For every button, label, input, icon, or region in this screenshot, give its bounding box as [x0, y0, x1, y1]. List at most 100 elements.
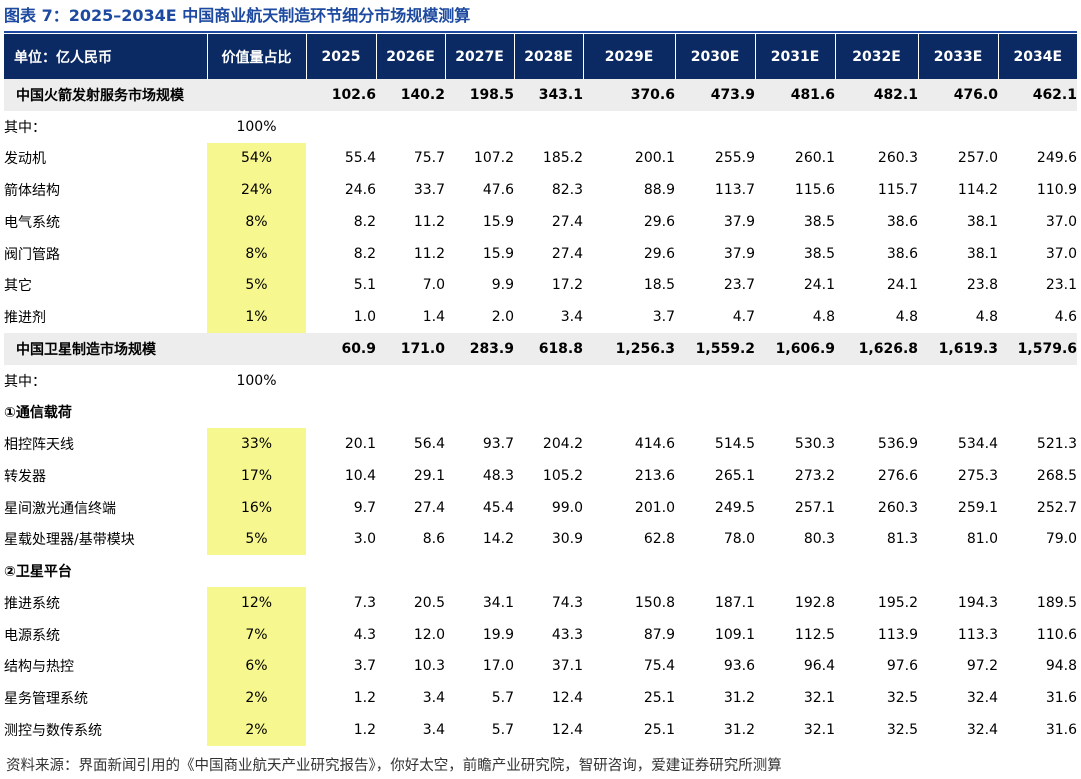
total-row: 中国卫星制造市场规模 60.9 171.0 283.9 618.8 1,256.3 1,55…: [4, 333, 1077, 365]
value-cell: 17.0: [482, 658, 514, 675]
value-cell: 31.6: [1045, 721, 1077, 738]
source-note: 资料来源：界面新闻引用的《中国商业航天产业研究报告》，你好太空，前瞻产业研究院，…: [6, 758, 782, 774]
value-cell: [918, 365, 998, 397]
unit-header: 单位：亿人民币: [4, 34, 207, 79]
value-cell: 192.8: [794, 594, 835, 611]
value-cell: [835, 111, 918, 143]
value-cell: 113.7: [714, 182, 755, 199]
value-cell: [445, 365, 514, 397]
value-cell: 343.1: [514, 79, 583, 111]
value-cell: [918, 111, 998, 143]
value-cell: 3.0: [353, 531, 376, 548]
value-cell: [998, 555, 1077, 587]
total-row: 中国火箭发射服务市场规模 102.6 140.2 198.5 343.1 370.6 473…: [4, 79, 1077, 111]
value-cell: 7.3: [353, 594, 376, 611]
value-cell: 8.2: [353, 245, 376, 262]
section-row: ①通信载荷: [4, 397, 1077, 429]
value-cell: 32.4: [966, 721, 998, 738]
share-cell: [207, 79, 306, 111]
value-cell: 37.9: [723, 245, 755, 262]
value-cell: 31.2: [723, 690, 755, 707]
value-cell: [755, 365, 835, 397]
value-cell: 110.6: [1036, 626, 1077, 643]
value-cell: 81.0: [966, 531, 998, 548]
value-cell: [445, 111, 514, 143]
value-cell: 12.4: [551, 690, 583, 707]
row-label: 中国卫星制造市场规模: [4, 333, 207, 365]
value-cell: [998, 397, 1077, 429]
value-cell: 113.3: [957, 626, 998, 643]
value-cell: 276.6: [877, 467, 918, 484]
value-cell: 45.4: [482, 499, 514, 516]
value-cell: [445, 555, 514, 587]
value-cell: [918, 555, 998, 587]
value-cell: 4.8: [812, 309, 835, 326]
share-cell: 2%: [207, 714, 306, 746]
year-header: 2028E: [513, 34, 583, 79]
table-row: 相控阵天线 33% 20.1 56.4 93.7 204.2 414.6 514.5 530.3…: [4, 428, 1077, 460]
value-cell: 260.1: [794, 150, 835, 167]
value-cell: 10.4: [344, 467, 376, 484]
value-cell: 107.2: [473, 150, 514, 167]
value-cell: [583, 111, 675, 143]
row-label: 箭体结构: [4, 183, 60, 200]
share-cell: 17%: [207, 460, 306, 492]
value-cell: 78.0: [723, 531, 755, 548]
value-cell: 1.2: [353, 690, 376, 707]
value-cell: 4.7: [732, 309, 755, 326]
value-cell: 47.6: [482, 182, 514, 199]
value-cell: 37.1: [551, 658, 583, 675]
value-cell: 114.2: [957, 182, 998, 199]
value-cell: 213.6: [634, 467, 675, 484]
value-cell: [306, 555, 376, 587]
value-cell: 1,559.2: [675, 333, 755, 365]
value-cell: 94.8: [1045, 658, 1077, 675]
value-cell: 273.2: [794, 467, 835, 484]
value-cell: 20.1: [344, 436, 376, 453]
value-cell: 25.1: [643, 721, 675, 738]
value-cell: 93.6: [723, 658, 755, 675]
value-cell: 200.1: [634, 150, 675, 167]
value-cell: 260.3: [877, 150, 918, 167]
value-cell: 38.1: [966, 245, 998, 262]
value-cell: 1,256.3: [583, 333, 675, 365]
value-cell: 81.3: [886, 531, 918, 548]
value-cell: 249.6: [1036, 150, 1077, 167]
row-label: 其它: [4, 278, 32, 295]
value-cell: 37.0: [1045, 213, 1077, 230]
value-cell: 79.0: [1045, 531, 1077, 548]
value-cell: 55.4: [344, 150, 376, 167]
table-title: 图表 7：2025–2034E 中国商业航天制造环节细分市场规模测算: [4, 6, 471, 25]
value-cell: 4.8: [895, 309, 918, 326]
value-cell: 11.2: [413, 245, 445, 262]
value-cell: 29.6: [643, 213, 675, 230]
value-cell: 32.1: [803, 721, 835, 738]
value-cell: 109.1: [714, 626, 755, 643]
value-cell: 88.9: [643, 182, 675, 199]
value-cell: 12.4: [551, 721, 583, 738]
value-cell: 82.3: [551, 182, 583, 199]
share-cell: [207, 397, 306, 429]
table-row: 阀门管路 8% 8.2 11.2 15.9 27.4 29.6 37.9 38.5 38.6 38.…: [4, 237, 1077, 270]
table-row: 其它 5% 5.1 7.0 9.9 17.2 18.5 23.7 24.1 24.1 23.8 23.…: [4, 269, 1077, 302]
value-cell: 32.5: [886, 721, 918, 738]
value-cell: 185.2: [542, 150, 583, 167]
value-cell: 473.9: [675, 79, 755, 111]
section-row: ②卫星平台: [4, 555, 1077, 587]
table-row: 推进系统 12% 7.3 20.5 34.1 74.3 150.8 187.1 192.8 195…: [4, 587, 1077, 619]
title-divider: [4, 31, 1077, 33]
value-cell: 265.1: [714, 467, 755, 484]
value-cell: 29.1: [413, 467, 445, 484]
table-row: 推进剂 1% 1.0 1.4 2.0 3.4 3.7 4.7 4.8 4.8 4.8 4.6: [4, 301, 1077, 333]
value-cell: [675, 365, 755, 397]
value-cell: 102.6: [306, 79, 376, 111]
value-cell: 536.9: [877, 436, 918, 453]
value-cell: 15.9: [482, 245, 514, 262]
value-cell: 38.6: [886, 213, 918, 230]
value-cell: 462.1: [998, 79, 1077, 111]
row-label: 测控与数传系统: [4, 722, 102, 739]
table-row: 星务管理系统 2% 1.2 3.4 5.7 12.4 25.1 31.2 32.1 32.5 32.…: [4, 682, 1077, 714]
value-cell: 31.2: [723, 721, 755, 738]
value-cell: [514, 397, 583, 429]
value-cell: 257.1: [794, 499, 835, 516]
